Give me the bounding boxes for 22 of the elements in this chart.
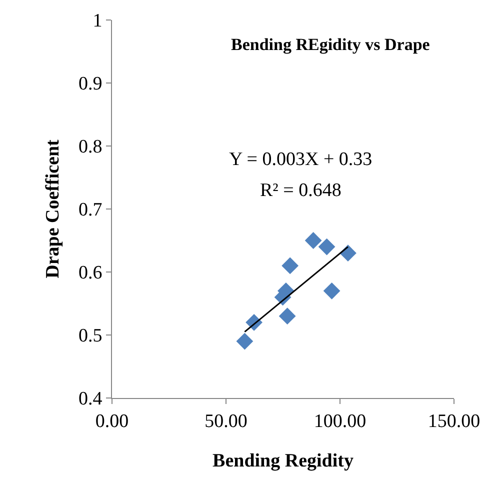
- y-axis-title: Drape Coefficent: [42, 138, 64, 278]
- annotation: Y = 0.003X + 0.33: [229, 149, 372, 170]
- y-tick-label: 0.7: [78, 200, 102, 221]
- y-tick-label: 0.5: [78, 326, 102, 347]
- x-tick-label: 150.00: [428, 410, 480, 432]
- annotation: R² = 0.648: [260, 180, 342, 201]
- y-tick-label: 0.6: [78, 262, 102, 284]
- y-tick-label: 0.9: [78, 74, 102, 95]
- point: [278, 308, 296, 325]
- point: [304, 232, 322, 249]
- point: [323, 282, 340, 300]
- x-tick-label: 50.00: [204, 410, 248, 432]
- x-tick-label: 0.00: [95, 410, 129, 432]
- text: Bending REgidity vs Drape: [231, 35, 430, 54]
- y-tick-label: 0.8: [78, 136, 102, 158]
- point: [318, 238, 336, 256]
- y-tick-label: 0.4: [78, 388, 103, 410]
- x-tick-label: 100.00: [314, 410, 366, 432]
- y-tick-label: 1: [92, 10, 102, 32]
- point: [236, 332, 254, 350]
- point: [282, 257, 299, 274]
- x-axis-title: Bending Regidity: [212, 450, 354, 472]
